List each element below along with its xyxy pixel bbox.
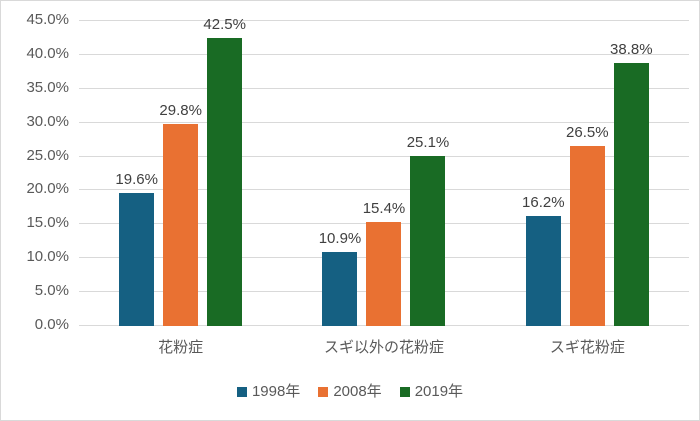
bar-cell: 19.6% [115,21,158,326]
legend-label: 1998年 [251,383,301,400]
data-label: 42.5% [203,15,246,33]
bar-cell: 42.5% [203,16,246,326]
data-label: 26.5% [566,124,609,142]
data-label: 15.4% [362,199,406,217]
bar-cell: 29.8% [159,21,202,326]
data-label: 16.2% [522,194,565,212]
gridline [79,155,689,157]
legend-swatch-icon [399,386,410,397]
bar-cell: 16.2% [522,21,565,326]
legend-item: 2019年 [399,382,464,401]
bar-group: 10.9% 15.4% 25.1% [282,21,485,326]
y-tick-label: 20.0% [26,180,69,198]
bar-cell: 15.4% [363,21,405,326]
y-tick-label: 10.0% [26,248,69,266]
y-tick-label: 5.0% [34,282,69,300]
y-tick-label: 35.0% [26,78,69,96]
bar-2008年-スギ花粉症 [569,146,605,326]
category-label: スギ花粉症 [549,339,625,356]
bar-group: 19.6% 29.8% 42.5% [79,16,282,326]
data-label: 19.6% [115,171,158,189]
legend-swatch-icon [318,386,329,397]
data-label: 38.8% [610,41,653,59]
y-tick-label: 15.0% [26,214,69,232]
category-label: 花粉症 [158,339,204,356]
bar-2008年-スギ以外の花粉症 [366,221,402,326]
bar-1998年-スギ花粉症 [525,216,561,326]
y-tick-label: 0.0% [34,316,69,333]
y-tick-label: 25.0% [26,146,69,164]
gridline [79,20,689,21]
legend-item: 2008年 [318,382,382,401]
bar-cell: 25.1% [407,21,449,326]
data-label: 10.9% [318,230,362,248]
bar-cell: 10.9% [319,21,361,326]
y-tick-label: 40.0% [26,44,69,62]
data-label: 29.8% [159,102,202,120]
y-tick-label: 30.0% [26,112,69,130]
bar-cell: 26.5% [566,21,609,326]
gridline [79,189,689,191]
y-tick-label: 45.0% [26,11,69,28]
legend-swatch-icon [236,386,247,397]
gridline [79,121,689,123]
bar-cell: 38.8% [610,21,653,326]
bar-1998年-スギ以外の花粉症 [322,252,358,326]
bar-group: 16.2% 26.5% 38.8% [486,21,689,326]
bar-2008年-花粉症 [163,124,199,326]
gridline [79,53,689,55]
bar-1998年-花粉症 [119,193,155,326]
legend-label: 2019年 [414,383,464,400]
gridline [79,87,689,89]
legend: 1998年 2008年 2019年 [1,382,699,401]
bar-2019年-スギ以外の花粉症 [410,155,446,326]
category-label: スギ以外の花粉症 [323,339,444,356]
bar-2019年-スギ花粉症 [613,63,649,326]
bar-2019年-花粉症 [207,37,243,326]
legend-label: 2008年 [333,383,382,400]
data-label: 25.1% [406,133,450,151]
legend-item: 1998年 [236,382,301,401]
